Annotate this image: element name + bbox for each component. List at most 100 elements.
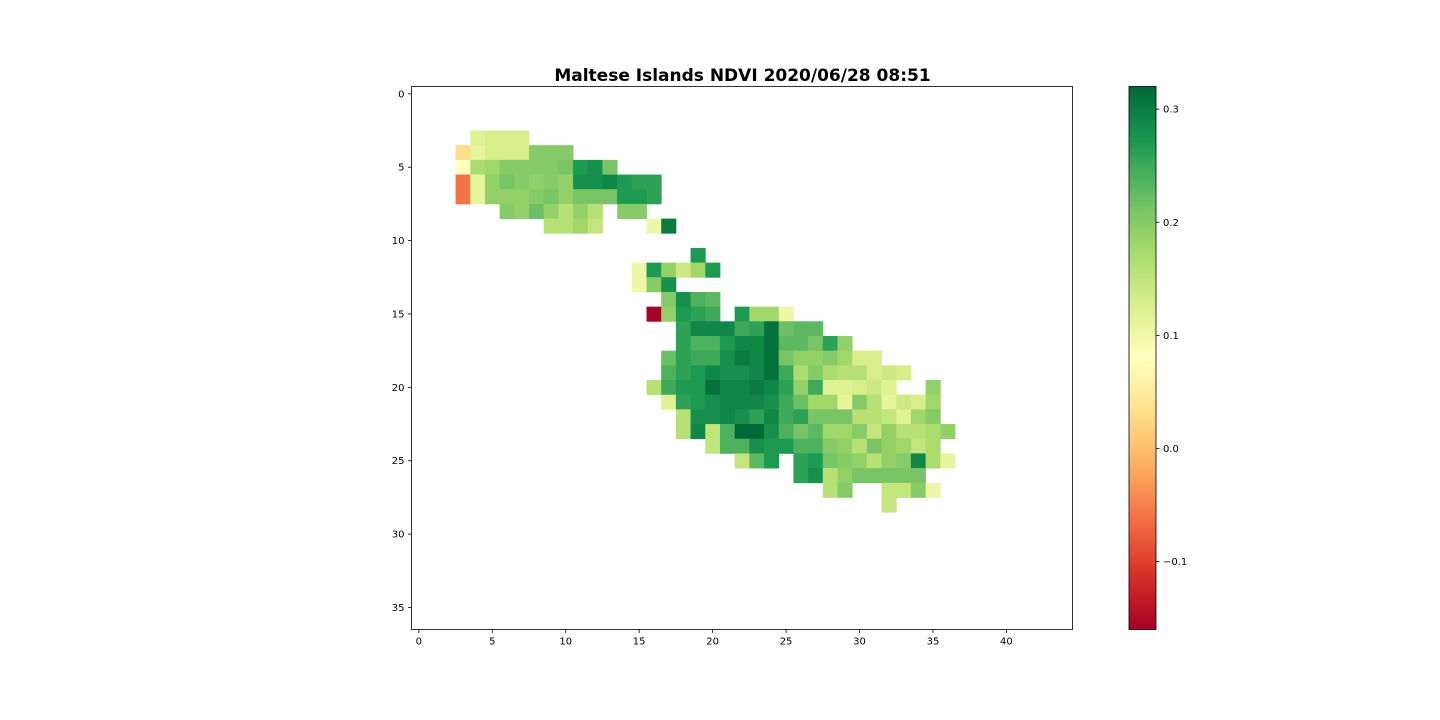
- heatmap-cell: [896, 438, 912, 454]
- heatmap-cell: [764, 394, 780, 410]
- heatmap-cell: [675, 380, 691, 396]
- heatmap-cell: [558, 203, 574, 219]
- heatmap-cell: [705, 409, 721, 425]
- heatmap-cell: [793, 365, 809, 381]
- heatmap-cell: [822, 468, 838, 484]
- heatmap-cell: [778, 306, 794, 322]
- heatmap-cell: [749, 306, 765, 322]
- heatmap-cell: [484, 174, 501, 190]
- heatmap-cell: [749, 380, 765, 396]
- heatmap-cell: [866, 424, 882, 440]
- heatmap-cell: [734, 424, 750, 440]
- heatmap-cell: [705, 321, 721, 337]
- heatmap-cell: [675, 262, 691, 278]
- heatmap-cell: [484, 145, 501, 161]
- heatmap-cell: [705, 262, 721, 278]
- heatmap-cell: [764, 306, 780, 322]
- heatmap-cell: [690, 262, 706, 278]
- heatmap-cell: [881, 365, 897, 381]
- heatmap-cell: [866, 468, 882, 484]
- heatmap-cell: [529, 159, 545, 175]
- heatmap-cell: [573, 189, 589, 205]
- heatmap-cell: [778, 350, 794, 366]
- heatmap-cell: [808, 424, 824, 440]
- heatmap-cell: [719, 380, 736, 396]
- heatmap-cell: [675, 394, 691, 410]
- heatmap-cell: [661, 277, 677, 293]
- colorbar-tick-label: 0.3: [1163, 105, 1179, 116]
- y-axis-ticks: 0 5 10 15 20 25 30 35: [392, 89, 412, 614]
- heatmap-cell: [675, 291, 691, 308]
- heatmap-cell: [661, 394, 677, 410]
- y-tick-label: 20: [392, 383, 405, 394]
- heatmap-cell: [837, 394, 853, 410]
- heatmap-cell: [602, 159, 618, 175]
- heatmap-cell: [837, 365, 853, 381]
- heatmap-cell: [734, 409, 750, 425]
- heatmap-cell: [866, 380, 882, 396]
- heatmap-cell: [675, 306, 691, 322]
- heatmap-cell: [866, 453, 882, 469]
- heatmap-cell: [910, 468, 927, 484]
- heatmap-cell: [764, 424, 780, 440]
- heatmap-cell: [793, 409, 809, 425]
- heatmap-cell: [896, 424, 912, 440]
- heatmap-cell: [910, 424, 927, 440]
- heatmap-cell: [837, 424, 853, 440]
- heatmap-cell: [734, 335, 750, 352]
- heatmap-cell: [661, 262, 677, 278]
- heatmap-cell: [837, 438, 853, 454]
- heatmap-cell: [661, 365, 677, 381]
- heatmap-cell: [719, 350, 736, 366]
- heatmap-cell: [881, 409, 897, 425]
- heatmap-cell: [690, 350, 706, 366]
- heatmap-cell: [793, 424, 809, 440]
- heatmap-cell: [837, 350, 853, 366]
- colorbar-tick-label: 0.0: [1163, 444, 1179, 455]
- heatmap-cell: [529, 145, 545, 161]
- heatmap-cell: [514, 159, 530, 175]
- heatmap-cell: [778, 380, 794, 396]
- y-tick-label: 0: [398, 89, 404, 100]
- heatmap-cell: [734, 350, 750, 366]
- heatmap-cell: [749, 438, 765, 454]
- heatmap-cell: [719, 438, 736, 454]
- colorbar-ticks: −0.1 0.0 0.1 0.2 0.3: [1156, 105, 1187, 568]
- heatmap-cell: [749, 453, 765, 469]
- heatmap-cell: [705, 365, 721, 381]
- heatmap-cell: [910, 482, 927, 498]
- heatmap-cell: [896, 453, 912, 469]
- heatmap-cell: [852, 409, 868, 425]
- heatmap-cell: [646, 380, 662, 396]
- heatmap-cell: [837, 335, 853, 352]
- y-tick-label: 30: [392, 530, 405, 541]
- heatmap-cell: [896, 394, 912, 410]
- heatmap-cell: [852, 394, 868, 410]
- heatmap-cell: [808, 409, 824, 425]
- heatmap-cell: [558, 145, 574, 161]
- heatmap-cell: [822, 409, 838, 425]
- heatmap-cell: [866, 365, 882, 381]
- heatmap-cell: [910, 453, 927, 469]
- heatmap-cell: [719, 335, 736, 352]
- heatmap-cell: [734, 321, 750, 337]
- heatmap-cell: [837, 380, 853, 396]
- heatmap-cell: [529, 189, 545, 205]
- heatmap-cell: [690, 247, 706, 264]
- heatmap-cell: [661, 350, 677, 366]
- heatmap-cell: [705, 438, 721, 454]
- y-tick-label: 35: [392, 603, 405, 614]
- heatmap-cell: [661, 380, 677, 396]
- heatmap-cell: [925, 409, 941, 425]
- heatmap-cell: [499, 130, 515, 146]
- heatmap-cell: [808, 321, 824, 337]
- heatmap-cell: [866, 409, 882, 425]
- heatmap-cell: [602, 189, 618, 205]
- heatmap-cell: [852, 424, 868, 440]
- heatmap-cell: [705, 291, 721, 308]
- heatmap-cell: [543, 218, 559, 234]
- heatmap-cell: [749, 321, 765, 337]
- y-tick-label: 25: [392, 456, 405, 467]
- heatmap-cell: [764, 365, 780, 381]
- heatmap-cell: [837, 453, 853, 469]
